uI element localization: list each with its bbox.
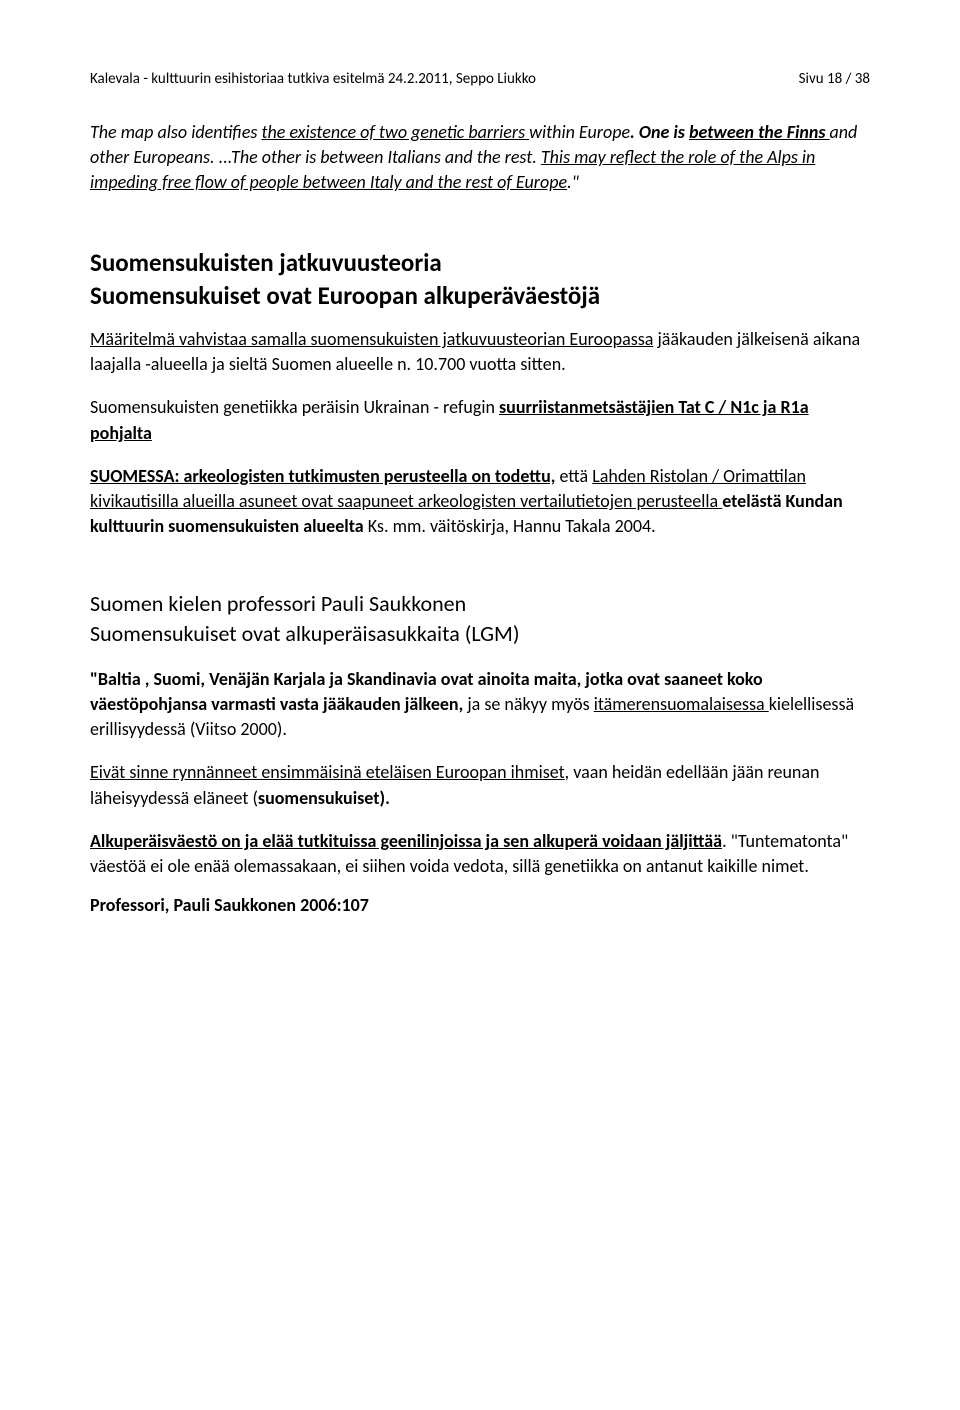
text-bold-underline: Alkuperäisväestö on ja elää tutkituissa …	[90, 830, 722, 852]
heading-line: Suomensukuisten jatkuvuusteoria	[90, 246, 870, 280]
text-underline: Määritelmä vahvistaa samalla suomensukui…	[90, 328, 653, 350]
text-bold-underline: SUOMESSA: arkeologisten tutkimusten peru…	[90, 465, 555, 487]
text-bold-underline: between the Finns	[689, 121, 830, 143]
author-line: Professori, Pauli Saukkonen 2006:107	[90, 893, 870, 918]
text-bold: . One is	[630, 121, 689, 143]
text: .	[210, 146, 219, 168]
text: ...The other is between Italians and the…	[219, 146, 533, 168]
text-bold: Professori, Pauli Saukkonen 2006:107	[90, 894, 369, 916]
text: within Europe	[529, 121, 630, 143]
text-underline: itämerensuomalaisessa	[594, 693, 769, 715]
text: ja se näkyy myös	[463, 693, 593, 715]
page-container: Kalevala - kulttuurin esihistoriaa tutki…	[0, 0, 960, 978]
paragraph: "Baltia , Suomi, Venäjän Karjala ja Skan…	[90, 667, 870, 743]
text: .	[532, 146, 541, 168]
intro-paragraph: The map also identifies the existence of…	[90, 120, 870, 196]
heading-line: Suomen kielen professori Pauli Saukkonen	[90, 589, 870, 619]
heading-line: Suomensukuiset ovat Euroopan alkuperäväe…	[90, 279, 870, 313]
paragraph: Alkuperäisväestö on ja elää tutkituissa …	[90, 829, 870, 879]
text: ."	[567, 171, 579, 193]
heading-line: Suomensukuiset ovat alkuperäisasukkaita …	[90, 619, 870, 649]
header-right: Sivu 18 / 38	[799, 70, 870, 88]
text: The map also identifies	[90, 121, 262, 143]
text: että	[555, 465, 592, 487]
paragraph: Eivät sinne rynnänneet ensimmäisinä etel…	[90, 760, 870, 810]
heading-jatkuvuusteoria: Suomensukuisten jatkuvuusteoria Suomensu…	[90, 246, 870, 314]
paragraph: Suomensukuisten genetiikka peräisin Ukra…	[90, 395, 870, 445]
text: Suomensukuisten genetiikka peräisin Ukra…	[90, 396, 499, 418]
text-underline: the existence of two genetic barriers	[262, 121, 530, 143]
text: Ks. mm. väitöskirja, Hannu Takala 2004.	[364, 515, 656, 537]
heading-saukkonen: Suomen kielen professori Pauli Saukkonen…	[90, 589, 870, 648]
paragraph: Määritelmä vahvistaa samalla suomensukui…	[90, 327, 870, 377]
header-left: Kalevala - kulttuurin esihistoriaa tutki…	[90, 70, 536, 88]
page-header: Kalevala - kulttuurin esihistoriaa tutki…	[90, 70, 870, 88]
text-bold: suomensukuiset).	[258, 787, 390, 809]
paragraph: SUOMESSA: arkeologisten tutkimusten peru…	[90, 464, 870, 540]
text-underline: Eivät sinne rynnänneet ensimmäisinä etel…	[90, 761, 565, 783]
